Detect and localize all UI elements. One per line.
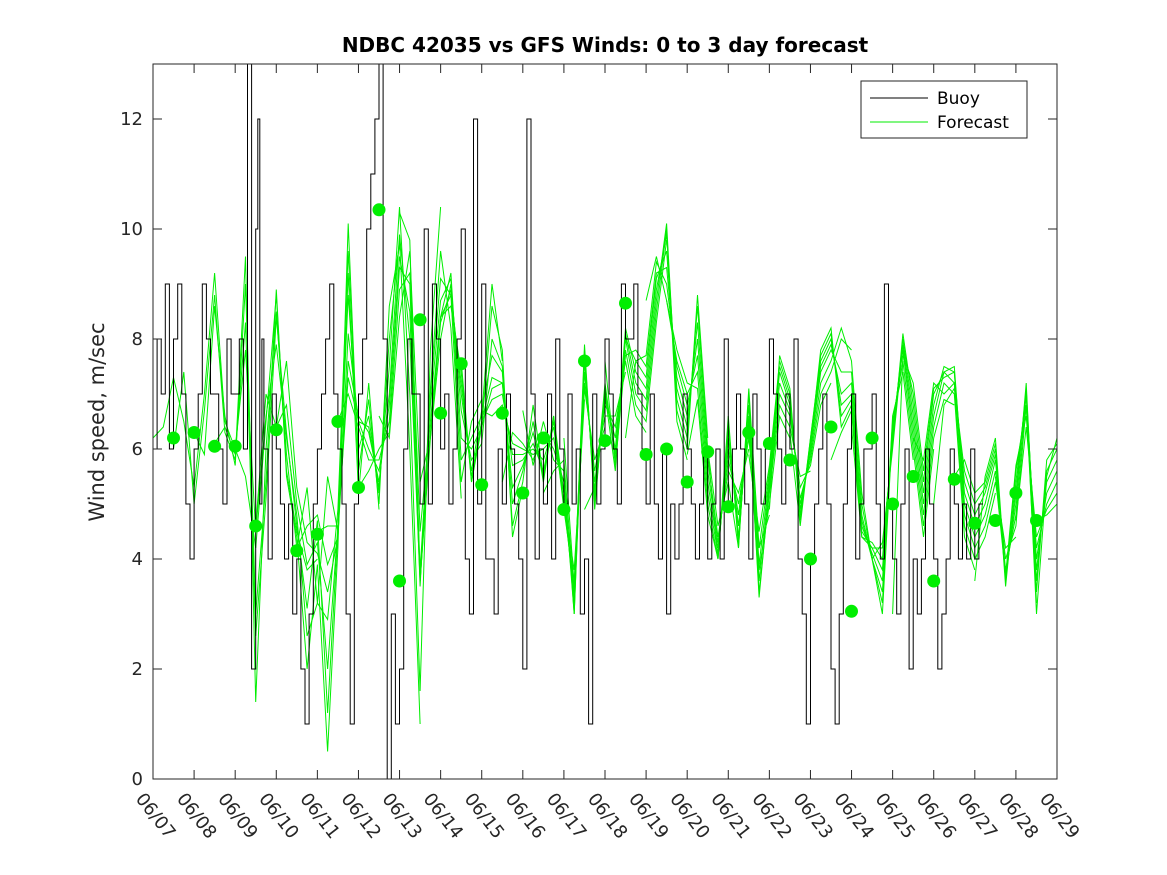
- forecast-marker-39: [968, 516, 982, 530]
- forecast-run-line-39: [953, 393, 1057, 587]
- x-tick-label-11: 06/18: [583, 789, 631, 843]
- forecast-marker-20: [578, 354, 591, 368]
- x-tick-label-5: 06/12: [337, 789, 385, 843]
- forecast-run-line-7: [296, 234, 462, 582]
- x-tick-label-22: 06/29: [1035, 789, 1083, 843]
- forecast-marker-10: [372, 203, 386, 217]
- x-tick-label-7: 06/14: [419, 789, 467, 843]
- legend-box: [860, 80, 1028, 139]
- forecast-marker-8: [331, 415, 345, 428]
- forecast-marker-35: [886, 497, 900, 511]
- y-tick-label-0: 0: [132, 769, 143, 790]
- y-tick-label-5: 10: [120, 219, 143, 240]
- forecast-run-line-1: [173, 256, 339, 703]
- forecast-run-line-4: [234, 245, 400, 637]
- forecast-run-line-32: [810, 326, 976, 572]
- forecast-marker-38: [947, 472, 961, 486]
- x-tick-label-10: 06/17: [542, 789, 590, 843]
- series-layer: [153, 64, 1057, 779]
- y-tick-label-3: 6: [132, 439, 143, 460]
- forecast-run-line-2: [193, 223, 359, 752]
- y-tick-label-6: 12: [120, 109, 143, 130]
- forecast-marker-12: [413, 313, 427, 327]
- forecast-run-line-25: [666, 300, 832, 598]
- x-tick-label-16: 06/23: [789, 789, 837, 843]
- forecast-marker-40: [988, 514, 1002, 527]
- forecast-marker-32: [824, 420, 838, 434]
- forecast-marker-31: [804, 552, 817, 566]
- x-tick-label-8: 06/15: [460, 789, 508, 843]
- forecast-marker-26: [701, 445, 715, 459]
- forecast-marker-5: [269, 423, 283, 437]
- forecast-marker-4: [249, 519, 263, 533]
- forecast-marker-6: [290, 544, 304, 558]
- forecast-marker-15: [475, 478, 489, 492]
- x-tick-label-1: 06/08: [172, 789, 220, 843]
- y-tick-label-2: 4: [132, 549, 143, 570]
- forecast-marker-3: [228, 439, 242, 453]
- forecast-marker-22: [619, 296, 632, 310]
- forecast-marker-30: [783, 453, 797, 467]
- x-tick-label-13: 06/20: [665, 789, 713, 843]
- x-tick-label-21: 06/28: [994, 789, 1042, 843]
- forecast-marker-18: [536, 431, 550, 445]
- forecast-marker-21: [598, 434, 612, 448]
- x-tick-label-0: 06/07: [131, 789, 179, 843]
- forecast-marker-14: [454, 357, 468, 371]
- forecast-marker-27: [721, 500, 735, 514]
- forecast-marker-25: [680, 475, 694, 489]
- forecast-run-line-26: [686, 338, 852, 582]
- x-tick-label-20: 06/27: [953, 789, 1001, 843]
- y-axis-label: Wind speed, m/sec: [85, 322, 109, 521]
- forecast-marker-24: [660, 442, 674, 456]
- forecast-run-line-41: [994, 415, 1057, 576]
- x-tick-label-6: 06/13: [378, 789, 426, 843]
- forecast-marker-29: [762, 437, 776, 450]
- x-tick-label-19: 06/26: [912, 789, 960, 843]
- forecast-marker-36: [906, 470, 920, 483]
- x-tick-label-3: 06/10: [254, 789, 302, 843]
- x-tick-label-15: 06/22: [747, 789, 795, 843]
- y-tick-label-4: 8: [132, 329, 143, 350]
- forecast-marker-33: [845, 604, 858, 618]
- forecast-marker-28: [742, 426, 756, 439]
- chart-title: NDBC 42035 vs GFS Winds: 0 to 3 day fore…: [342, 33, 869, 57]
- marker-layer: [167, 203, 1043, 618]
- legend: Buoy Forecast: [860, 80, 1028, 139]
- forecast-marker-1: [187, 426, 201, 439]
- x-tick-label-12: 06/19: [624, 789, 672, 843]
- x-tick-label-18: 06/25: [871, 789, 919, 843]
- y-tick-label-1: 2: [132, 659, 143, 680]
- forecast-marker-7: [310, 527, 324, 541]
- forecast-run-line-28: [727, 348, 894, 615]
- forecast-marker-11: [393, 574, 406, 588]
- forecast-marker-42: [1030, 514, 1043, 527]
- forecast-marker-9: [352, 481, 365, 494]
- forecast-marker-2: [208, 439, 222, 453]
- forecast-marker-0: [167, 431, 180, 445]
- x-tick-label-9: 06/16: [501, 789, 549, 843]
- forecast-marker-34: [865, 431, 879, 445]
- forecast-run-line-42: [1015, 426, 1057, 538]
- x-tick-label-17: 06/24: [830, 789, 878, 843]
- x-tick-label-4: 06/11: [295, 789, 343, 843]
- forecast-run-line-33: [830, 338, 996, 561]
- legend-label-buoy: Buoy: [937, 89, 980, 109]
- forecast-marker-41: [1009, 486, 1023, 500]
- forecast-marker-19: [557, 503, 571, 516]
- forecast-marker-17: [516, 486, 530, 500]
- x-tick-label-2: 06/09: [213, 789, 261, 843]
- forecast-run-line-40: [974, 404, 1057, 582]
- forecast-marker-37: [927, 574, 941, 588]
- forecast-run-line-8: [317, 256, 483, 587]
- forecast-marker-13: [434, 406, 448, 420]
- forecast-marker-16: [495, 406, 509, 420]
- forecast-run-line-20: [563, 234, 729, 587]
- forecast-run-line-11: [378, 250, 544, 527]
- x-tick-label-14: 06/21: [706, 789, 754, 843]
- forecast-marker-23: [639, 448, 653, 461]
- legend-label-forecast: Forecast: [937, 113, 1009, 133]
